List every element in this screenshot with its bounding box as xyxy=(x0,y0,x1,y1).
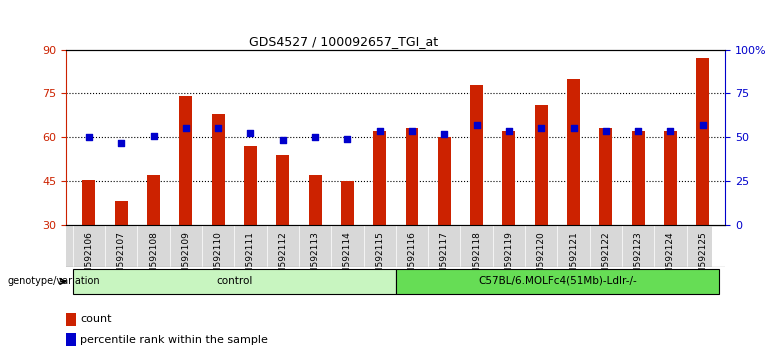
Bar xyxy=(535,105,548,225)
Point xyxy=(179,126,192,131)
Text: GSM592109: GSM592109 xyxy=(181,231,190,286)
Text: control: control xyxy=(216,276,253,286)
Point xyxy=(406,129,418,134)
Text: genotype/variation: genotype/variation xyxy=(8,276,101,286)
Point xyxy=(83,135,95,140)
Text: C57BL/6.MOLFc4(51Mb)-Ldlr-/-: C57BL/6.MOLFc4(51Mb)-Ldlr-/- xyxy=(478,276,636,286)
Text: GSM592118: GSM592118 xyxy=(472,231,481,286)
Text: GSM592114: GSM592114 xyxy=(343,231,352,286)
Point xyxy=(632,129,644,134)
Bar xyxy=(406,129,418,225)
Text: GSM592115: GSM592115 xyxy=(375,231,385,286)
Bar xyxy=(66,313,76,326)
Text: GSM592107: GSM592107 xyxy=(117,231,126,286)
Point xyxy=(665,129,677,134)
Bar xyxy=(147,175,160,225)
Text: GSM592119: GSM592119 xyxy=(505,231,513,286)
Bar xyxy=(632,131,644,225)
Title: GDS4527 / 100092657_TGI_at: GDS4527 / 100092657_TGI_at xyxy=(249,35,438,48)
Bar xyxy=(73,269,395,294)
Point xyxy=(309,135,321,140)
Text: GSM592113: GSM592113 xyxy=(310,231,320,286)
Bar xyxy=(502,131,516,225)
Point xyxy=(147,133,160,138)
Text: GSM592110: GSM592110 xyxy=(214,231,222,286)
Point xyxy=(600,129,612,134)
Point xyxy=(374,129,386,134)
Text: GSM592124: GSM592124 xyxy=(666,231,675,286)
Bar xyxy=(567,79,580,225)
Bar xyxy=(179,96,193,225)
Bar xyxy=(276,155,289,225)
Text: GSM592111: GSM592111 xyxy=(246,231,255,286)
Text: GSM592106: GSM592106 xyxy=(84,231,94,286)
Bar xyxy=(211,114,225,225)
Text: GSM592117: GSM592117 xyxy=(440,231,448,286)
Point xyxy=(567,126,580,131)
Text: percentile rank within the sample: percentile rank within the sample xyxy=(80,335,268,345)
Text: GSM592108: GSM592108 xyxy=(149,231,158,286)
Bar xyxy=(438,137,451,225)
Bar xyxy=(374,131,386,225)
Bar xyxy=(66,333,76,346)
Bar xyxy=(697,58,709,225)
Point xyxy=(277,137,289,143)
Point xyxy=(244,130,257,136)
Text: GSM592123: GSM592123 xyxy=(633,231,643,286)
Bar xyxy=(664,131,677,225)
Point xyxy=(535,126,548,131)
Point xyxy=(438,131,451,137)
Point xyxy=(697,123,709,129)
Bar xyxy=(83,179,95,225)
Point xyxy=(115,140,127,146)
Bar xyxy=(309,175,321,225)
Point xyxy=(502,129,515,134)
Text: GSM592112: GSM592112 xyxy=(278,231,287,286)
Point xyxy=(470,123,483,129)
Bar xyxy=(470,85,483,225)
Text: GSM592125: GSM592125 xyxy=(698,231,707,286)
Text: GSM592116: GSM592116 xyxy=(407,231,417,286)
Bar xyxy=(395,269,719,294)
Bar xyxy=(115,201,128,225)
Text: count: count xyxy=(80,314,112,325)
Bar xyxy=(599,129,612,225)
Bar xyxy=(244,146,257,225)
Point xyxy=(341,136,353,142)
Text: GSM592120: GSM592120 xyxy=(537,231,546,286)
Text: GSM592122: GSM592122 xyxy=(601,231,611,286)
Point xyxy=(212,126,225,131)
Text: GSM592121: GSM592121 xyxy=(569,231,578,286)
Bar xyxy=(341,181,354,225)
